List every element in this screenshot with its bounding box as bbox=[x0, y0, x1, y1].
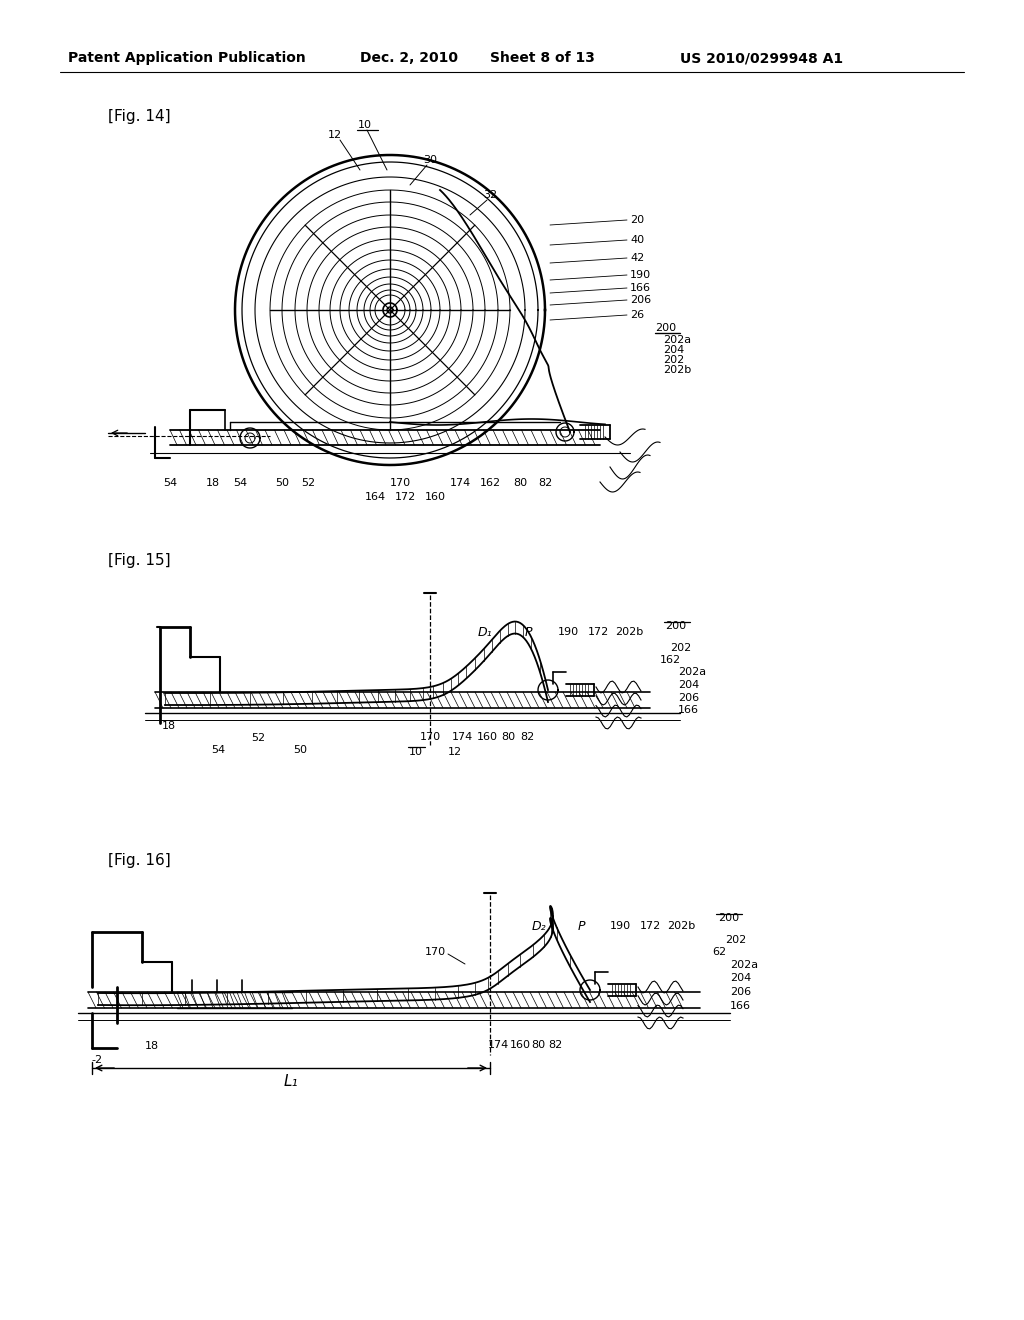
Text: P: P bbox=[578, 920, 586, 932]
Text: 164: 164 bbox=[365, 492, 386, 502]
Text: 170: 170 bbox=[389, 478, 411, 488]
Text: 190: 190 bbox=[630, 271, 651, 280]
Text: 18: 18 bbox=[206, 478, 220, 488]
Text: 172: 172 bbox=[394, 492, 416, 502]
Text: L₁: L₁ bbox=[284, 1074, 298, 1089]
Text: US 2010/0299948 A1: US 2010/0299948 A1 bbox=[680, 51, 843, 65]
Text: 54: 54 bbox=[211, 744, 225, 755]
Text: 202b: 202b bbox=[667, 921, 695, 931]
Text: 202a: 202a bbox=[730, 960, 758, 970]
Text: 18: 18 bbox=[145, 1041, 159, 1051]
Text: 206: 206 bbox=[730, 987, 752, 997]
Text: 40: 40 bbox=[630, 235, 644, 246]
Text: 82: 82 bbox=[520, 733, 535, 742]
Text: Dec. 2, 2010: Dec. 2, 2010 bbox=[360, 51, 458, 65]
Text: 20: 20 bbox=[630, 215, 644, 224]
Text: 12: 12 bbox=[328, 129, 342, 140]
Text: 200: 200 bbox=[655, 323, 676, 333]
Text: 30: 30 bbox=[423, 154, 437, 165]
Text: 202b: 202b bbox=[615, 627, 643, 638]
Text: 204: 204 bbox=[678, 680, 699, 690]
Text: 202: 202 bbox=[663, 355, 684, 366]
Text: 202a: 202a bbox=[678, 667, 707, 677]
Text: 80: 80 bbox=[513, 478, 527, 488]
Text: 54: 54 bbox=[232, 478, 247, 488]
Text: 190: 190 bbox=[610, 921, 631, 931]
Text: 10: 10 bbox=[358, 120, 372, 129]
Text: 80: 80 bbox=[530, 1040, 545, 1049]
Text: D₁: D₁ bbox=[478, 626, 493, 639]
Text: [Fig. 14]: [Fig. 14] bbox=[108, 108, 171, 124]
Text: 174: 174 bbox=[450, 478, 471, 488]
Text: 200: 200 bbox=[665, 620, 686, 631]
Text: 174: 174 bbox=[452, 733, 473, 742]
Text: 202: 202 bbox=[725, 935, 746, 945]
Text: 160: 160 bbox=[476, 733, 498, 742]
Text: 160: 160 bbox=[425, 492, 445, 502]
Text: 174: 174 bbox=[487, 1040, 509, 1049]
Text: 62: 62 bbox=[712, 946, 726, 957]
Text: 172: 172 bbox=[640, 921, 662, 931]
Text: 80: 80 bbox=[501, 733, 515, 742]
Text: 166: 166 bbox=[678, 705, 699, 715]
Text: Patent Application Publication: Patent Application Publication bbox=[68, 51, 306, 65]
Text: 50: 50 bbox=[275, 478, 289, 488]
Text: 10: 10 bbox=[409, 747, 423, 756]
Text: 170: 170 bbox=[424, 946, 445, 957]
Text: 52: 52 bbox=[251, 733, 265, 743]
Text: 42: 42 bbox=[630, 253, 644, 263]
Text: 162: 162 bbox=[479, 478, 501, 488]
Text: 162: 162 bbox=[660, 655, 681, 665]
Text: 26: 26 bbox=[630, 310, 644, 319]
Text: 202b: 202b bbox=[663, 366, 691, 375]
Text: P: P bbox=[525, 626, 532, 639]
Text: 82: 82 bbox=[538, 478, 552, 488]
Text: 82: 82 bbox=[548, 1040, 562, 1049]
Text: 32: 32 bbox=[483, 190, 497, 201]
Text: 12: 12 bbox=[447, 747, 462, 756]
Text: [Fig. 16]: [Fig. 16] bbox=[108, 853, 171, 867]
Text: D₂: D₂ bbox=[532, 920, 547, 932]
Text: 204: 204 bbox=[663, 345, 684, 355]
Text: 52: 52 bbox=[301, 478, 315, 488]
Text: 190: 190 bbox=[558, 627, 580, 638]
Text: 166: 166 bbox=[730, 1001, 751, 1011]
Text: 202: 202 bbox=[670, 643, 691, 653]
Text: 204: 204 bbox=[730, 973, 752, 983]
Text: 172: 172 bbox=[588, 627, 609, 638]
Text: Sheet 8 of 13: Sheet 8 of 13 bbox=[490, 51, 595, 65]
Text: 54: 54 bbox=[163, 478, 177, 488]
Text: 160: 160 bbox=[510, 1040, 530, 1049]
Text: 206: 206 bbox=[630, 294, 651, 305]
Text: [Fig. 15]: [Fig. 15] bbox=[108, 553, 171, 568]
Text: -2: -2 bbox=[91, 1055, 102, 1065]
Text: 166: 166 bbox=[630, 282, 651, 293]
Text: 200: 200 bbox=[718, 913, 739, 923]
Text: 206: 206 bbox=[678, 693, 699, 704]
Text: 202a: 202a bbox=[663, 335, 691, 345]
Text: 50: 50 bbox=[293, 744, 307, 755]
Text: 18: 18 bbox=[162, 721, 176, 731]
Text: 170: 170 bbox=[420, 733, 440, 742]
